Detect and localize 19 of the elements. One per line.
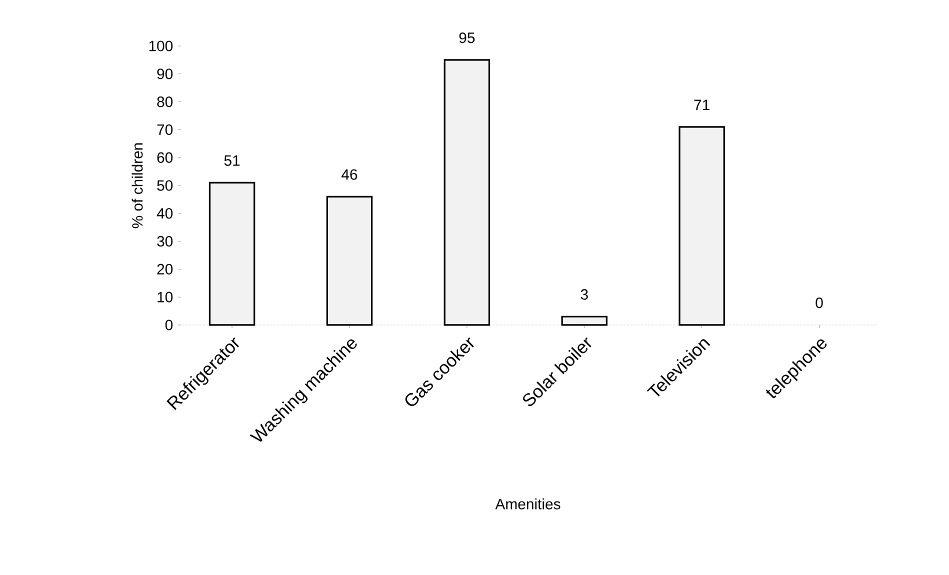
y-tick-label: 100 bbox=[149, 40, 173, 52]
y-tick-label: 70 bbox=[157, 124, 173, 135]
y-axis-title: % of children bbox=[132, 143, 143, 228]
data-label: 46 bbox=[342, 169, 358, 180]
y-tick-label: 30 bbox=[157, 236, 173, 247]
y-tick-label: 90 bbox=[157, 68, 173, 80]
y-tick-label: 20 bbox=[157, 264, 173, 274]
y-tick-label: 40 bbox=[156, 208, 173, 219]
data-label: 51 bbox=[224, 155, 240, 166]
data-label: 0 bbox=[816, 298, 823, 308]
y-tick-label: 60 bbox=[157, 152, 173, 163]
x-axis-title: Amenities bbox=[495, 498, 560, 510]
y-tick-label: 10 bbox=[158, 292, 173, 302]
y-tick-label: 50 bbox=[157, 180, 173, 191]
data-label: 95 bbox=[459, 32, 475, 44]
data-label: 3 bbox=[580, 289, 588, 300]
y-tick-label: 80 bbox=[157, 96, 173, 108]
y-tick-label: 0 bbox=[165, 320, 173, 330]
data-label: 71 bbox=[694, 100, 710, 110]
